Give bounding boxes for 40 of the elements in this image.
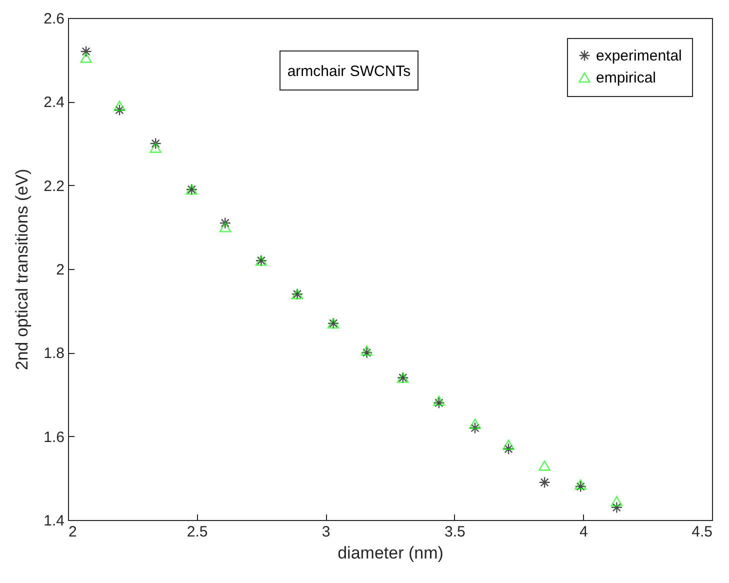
y-tick-label: 1.8 <box>44 345 64 362</box>
point <box>80 52 92 63</box>
point <box>360 346 373 359</box>
legend-label: experimental <box>596 48 682 64</box>
point <box>574 480 586 492</box>
point <box>150 142 162 153</box>
x-tick-label: 4 <box>580 524 588 540</box>
legend-label: empirical <box>596 70 656 86</box>
point <box>610 502 623 514</box>
point <box>219 217 231 229</box>
point <box>114 104 126 116</box>
y-tick-label: 2.2 <box>44 178 64 195</box>
x-tick-label: 3.5 <box>444 524 466 540</box>
point <box>219 222 231 232</box>
x-tick-label: 2.5 <box>186 524 208 540</box>
point <box>469 418 481 429</box>
point <box>433 396 445 406</box>
x-axis-title: diameter (nm) <box>338 544 444 562</box>
point <box>574 479 586 490</box>
point <box>502 440 514 450</box>
point <box>150 138 162 150</box>
point <box>360 345 373 356</box>
y-tick-label: 2 <box>56 262 64 278</box>
y-axis-title: 2nd optical transitions (eV) <box>12 168 32 370</box>
y-tick-label: 2.4 <box>44 94 64 112</box>
point <box>80 46 92 58</box>
point <box>469 422 481 434</box>
y-tick-label: 1.6 <box>44 428 64 446</box>
x-tick-label: 3 <box>322 524 330 540</box>
point <box>433 397 445 409</box>
x-tick-label: 2 <box>68 524 77 540</box>
y-tick-label: 2.6 <box>44 10 64 28</box>
y-tick-label: 1.4 <box>44 512 64 530</box>
point <box>538 460 550 471</box>
point <box>114 100 126 111</box>
point <box>610 496 623 506</box>
x-tick-label: 4.5 <box>692 524 712 540</box>
point <box>502 443 514 455</box>
point <box>538 476 550 488</box>
annotation: armchair SWCNTs <box>287 63 411 80</box>
